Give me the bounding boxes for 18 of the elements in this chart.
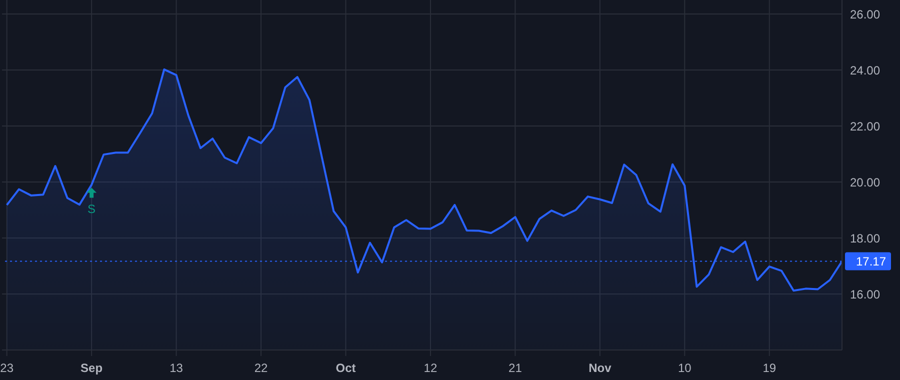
- x-tick-label: 23: [0, 361, 14, 375]
- x-tick-label: 12: [424, 361, 438, 375]
- ref-line-label: 17.17: [856, 254, 886, 269]
- y-tick-label: 18.00: [850, 231, 880, 246]
- x-tick-label: 22: [254, 361, 268, 375]
- x-tick-label: 19: [762, 361, 776, 375]
- y-tick-label: 26.00: [850, 7, 880, 22]
- y-tick-label: 20.00: [850, 175, 880, 190]
- x-tick-label: 10: [678, 361, 692, 375]
- y-tick-label: 16.00: [850, 287, 880, 302]
- annotation: S: [88, 202, 96, 216]
- y-tick-label: 22.00: [850, 119, 880, 134]
- x-tick-label: Sep: [80, 361, 103, 375]
- y-tick-label: 24.00: [850, 63, 880, 78]
- x-tick-label: 13: [170, 361, 184, 375]
- x-tick-label: Oct: [336, 361, 356, 375]
- x-tick-label: 21: [508, 361, 522, 375]
- x-tick-label: Nov: [588, 361, 612, 375]
